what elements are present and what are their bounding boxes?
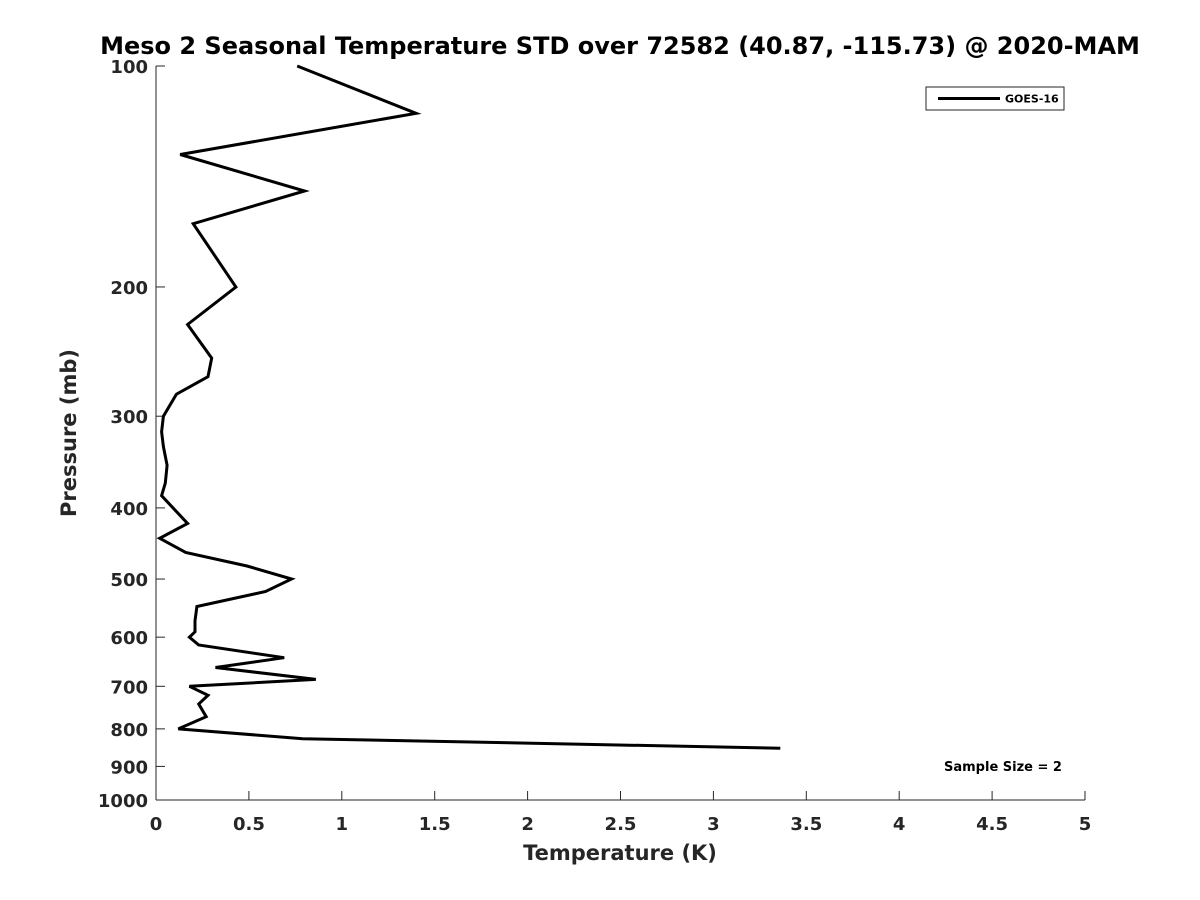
x-tick-label: 4.5 bbox=[976, 814, 1008, 835]
y-tick-label: 500 bbox=[110, 570, 148, 591]
y-tick-label: 100 bbox=[110, 57, 148, 78]
series-line-goes-16 bbox=[156, 64, 781, 750]
x-axis-label: Temperature (K) bbox=[523, 841, 717, 865]
chart-title: Meso 2 Seasonal Temperature STD over 725… bbox=[100, 32, 1140, 60]
y-tick-label: 900 bbox=[110, 757, 148, 778]
y-tick-label: 200 bbox=[110, 278, 148, 299]
x-tick-label: 1 bbox=[336, 814, 349, 835]
y-tick-label: 800 bbox=[110, 720, 148, 741]
legend: GOES-16 bbox=[925, 86, 1065, 111]
x-ticks: 0 0.5 1 1.5 2 2.5 3 3.5 4 4.5 5 bbox=[150, 791, 1092, 835]
plot-area: 0 0.5 1 1.5 2 2.5 3 3.5 4 4.5 5 100 200 300 400 500 600… bbox=[98, 57, 1091, 835]
y-tick-label: 400 bbox=[110, 499, 148, 520]
x-tick-label: 4 bbox=[893, 814, 906, 835]
y-tick-label: 700 bbox=[110, 677, 148, 698]
x-tick-label: 3.5 bbox=[790, 814, 822, 835]
x-tick-label: 1.5 bbox=[419, 814, 451, 835]
y-axis-label: Pressure (mb) bbox=[57, 349, 81, 517]
y-tick-label: 300 bbox=[110, 407, 148, 428]
y-tick-label: 600 bbox=[110, 628, 148, 649]
x-tick-label: 2 bbox=[521, 814, 534, 835]
y-tick-label: 1000 bbox=[98, 791, 148, 812]
x-tick-label: 0.5 bbox=[233, 814, 265, 835]
x-tick-label: 3 bbox=[707, 814, 720, 835]
legend-entry-goes-16: GOES-16 bbox=[1005, 93, 1059, 106]
x-tick-label: 5 bbox=[1079, 814, 1092, 835]
x-tick-label: 2.5 bbox=[605, 814, 637, 835]
y-ticks: 100 200 300 400 500 600 700 800 900 1000 bbox=[98, 57, 165, 812]
x-tick-label: 0 bbox=[150, 814, 163, 835]
sample-size-annotation: Sample Size = 2 bbox=[944, 760, 1062, 775]
